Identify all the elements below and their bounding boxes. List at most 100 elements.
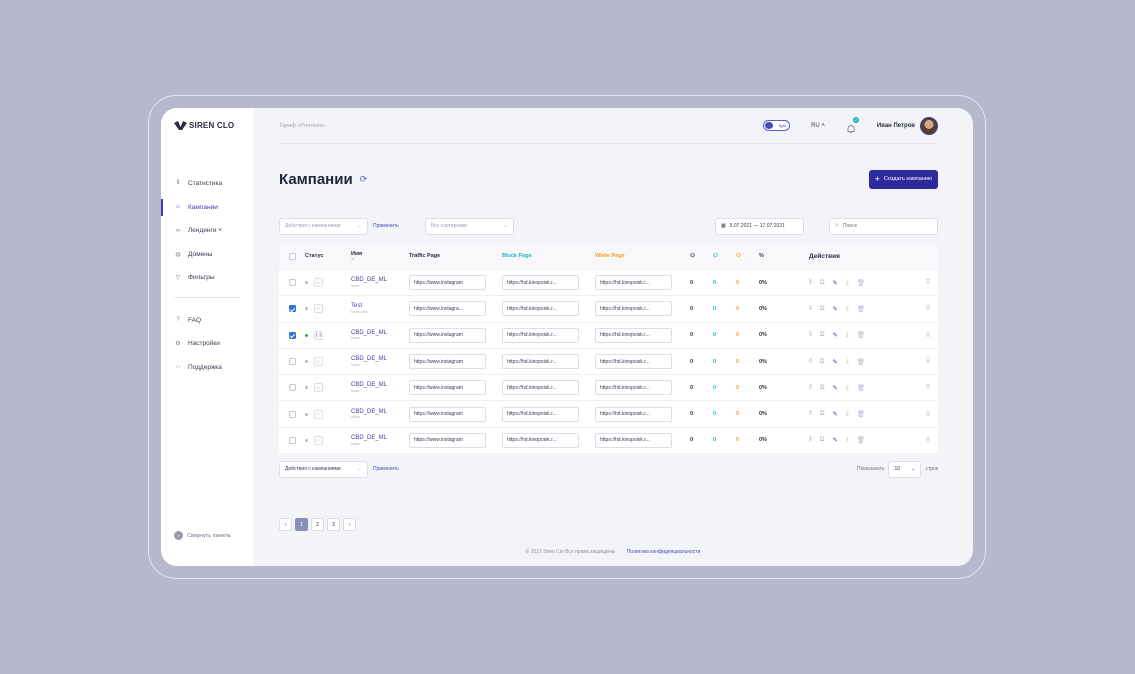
white-page-field[interactable]: https://hd.kinopoisk.r...: [595, 327, 672, 343]
sidebar-item-support[interactable]: ∩ Поддержка: [161, 356, 253, 380]
bulk-actions-select[interactable]: Действия с кампаниями ⌄: [279, 217, 368, 235]
traffic-page-field[interactable]: https://www.instagram: [409, 275, 486, 291]
campaign-name[interactable]: CBD_DE_ML: [351, 277, 388, 284]
row-checkbox[interactable]: [288, 305, 296, 313]
sidebar-item-settings[interactable]: ⚙ Настройки: [161, 332, 253, 356]
create-campaign-button[interactable]: + Создать кампанию: [868, 169, 938, 189]
white-page-field[interactable]: https://hd.kinopoisk.r...: [595, 354, 672, 370]
row-checkbox[interactable]: [288, 384, 296, 392]
white-page-field[interactable]: https://hd.kinopoisk.r...: [595, 406, 672, 422]
trash-icon[interactable]: 🗑︎: [856, 384, 865, 392]
header-status[interactable]: Статус: [305, 253, 324, 259]
trash-icon[interactable]: 🗑︎: [856, 279, 865, 287]
edit-icon[interactable]: ✎: [832, 279, 838, 287]
block-page-field[interactable]: https://hd.kinopoisk.r...: [502, 301, 579, 317]
copy-icon[interactable]: ⧉: [819, 357, 825, 365]
table-row[interactable]: ❚❚ CBD_DE_ML insta https://www.instagram htt…: [279, 321, 938, 348]
download-icon[interactable]: ⤓: [845, 410, 849, 418]
download-icon[interactable]: ⤓: [845, 357, 849, 365]
block-page-field[interactable]: https://hd.kinopoisk.r...: [502, 432, 579, 448]
drag-handle-icon[interactable]: ⠿: [925, 332, 931, 339]
download-icon[interactable]: ⤓: [845, 278, 849, 286]
stats-icon[interactable]: ⫴: [809, 410, 812, 418]
white-page-field[interactable]: https://hd.kinopoisk.r...: [595, 380, 672, 396]
privacy-policy-link[interactable]: Политика конфиденциальности: [626, 549, 701, 555]
table-row[interactable]: ▷ Test kinopoisk https://www.instagra... htt…: [279, 295, 938, 321]
notifications-button[interactable]: 2: [846, 116, 859, 133]
theme-toggle[interactable]: light: [763, 120, 791, 131]
traffic-page-field[interactable]: https://www.instagram: [409, 327, 486, 343]
copy-icon[interactable]: ⧉: [819, 383, 825, 391]
search-input[interactable]: [842, 223, 923, 229]
page-button-1[interactable]: 1: [295, 518, 308, 531]
next-page-button[interactable]: ›: [343, 518, 356, 531]
table-row[interactable]: ▷ CBD_DE_ML insta https://www.instagram http…: [279, 426, 938, 453]
sidebar-item-landings[interactable]: ∞ Лендинги ˅: [161, 219, 253, 243]
row-checkbox[interactable]: [288, 331, 296, 339]
table-row[interactable]: ▷ CBD_DE_ML insta https://www.instagram http…: [279, 347, 938, 374]
copy-icon[interactable]: ⧉: [819, 436, 825, 444]
select-all-checkbox[interactable]: [288, 252, 296, 260]
block-page-field[interactable]: https://hd.kinopoisk.r...: [502, 327, 579, 343]
avatar[interactable]: [920, 116, 938, 135]
prev-page-button[interactable]: ‹: [279, 518, 292, 531]
edit-icon[interactable]: ✎: [832, 305, 838, 313]
block-page-field[interactable]: https://hd.kinopoisk.r...: [502, 354, 579, 370]
row-checkbox[interactable]: [288, 410, 296, 418]
collapse-panel-button[interactable]: ‹ Свернуть панель: [174, 531, 231, 540]
copy-icon[interactable]: ⧉: [819, 304, 825, 312]
campaign-name[interactable]: CBD_DE_ML: [351, 382, 388, 389]
drag-handle-icon[interactable]: ⠿: [925, 359, 931, 366]
stats-icon[interactable]: ⫴: [809, 304, 812, 312]
stats-icon[interactable]: ⫴: [809, 278, 812, 286]
copy-icon[interactable]: ⧉: [819, 331, 825, 339]
white-page-field[interactable]: https://hd.kinopoisk.r...: [595, 432, 672, 448]
copy-icon[interactable]: ⧉: [819, 278, 825, 286]
traffic-page-field[interactable]: https://www.instagram: [409, 432, 486, 448]
trash-icon[interactable]: 🗑︎: [856, 437, 865, 445]
drag-handle-icon[interactable]: ⠿: [925, 306, 931, 313]
drag-handle-icon[interactable]: ⠿: [925, 280, 931, 287]
traffic-page-field[interactable]: https://www.instagram: [409, 406, 486, 422]
drag-handle-icon[interactable]: ⠿: [925, 437, 931, 444]
pause-icon[interactable]: ❚❚: [314, 330, 323, 340]
per-page-select[interactable]: 10 ⌄: [888, 460, 922, 478]
stats-icon[interactable]: ⫴: [809, 357, 812, 365]
stats-icon[interactable]: ⫴: [809, 436, 812, 444]
row-checkbox[interactable]: [288, 436, 296, 444]
sidebar-item-faq[interactable]: ? FAQ: [161, 309, 253, 333]
drag-handle-icon[interactable]: ⠿: [925, 411, 931, 418]
date-range-picker[interactable]: ▦ 5.07.2021 — 17.07.2021: [715, 217, 804, 235]
play-icon[interactable]: ▷: [314, 383, 323, 393]
campaign-name[interactable]: CBD_DE_ML: [351, 329, 388, 336]
play-icon[interactable]: ▷: [314, 357, 323, 367]
edit-icon[interactable]: ✎: [832, 332, 838, 340]
user-name[interactable]: Иван Петров: [876, 122, 915, 129]
sidebar-item-filters[interactable]: ▽ Фильтры: [161, 266, 253, 290]
apply-button-bottom[interactable]: Применить: [373, 466, 399, 472]
table-row[interactable]: ▷ CBD_DE_ML insta https://www.instagram http…: [279, 269, 938, 295]
edit-icon[interactable]: ✎: [832, 384, 838, 392]
traffic-page-field[interactable]: https://www.instagra...: [409, 301, 486, 317]
stats-icon[interactable]: ⫴: [809, 331, 812, 339]
table-row[interactable]: ▷ CBD_DE_ML insta https://www.instagram http…: [279, 374, 938, 400]
sort-select[interactable]: Без сортировки ⌄: [424, 217, 514, 235]
download-icon[interactable]: ⤓: [845, 383, 849, 391]
sidebar-item-statistics[interactable]: ⫴ Статистика: [161, 172, 253, 196]
campaign-name[interactable]: CBD_DE_ML: [351, 408, 388, 415]
edit-icon[interactable]: ✎: [832, 437, 838, 445]
sidebar-item-campaigns[interactable]: ⌂ Кампании: [161, 196, 253, 220]
block-page-field[interactable]: https://hd.kinopoisk.r...: [502, 275, 579, 291]
edit-icon[interactable]: ✎: [832, 358, 838, 366]
apply-button[interactable]: Применить: [373, 223, 399, 229]
block-page-field[interactable]: https://hd.kinopoisk.r...: [502, 380, 579, 396]
play-icon[interactable]: ▷: [314, 304, 323, 314]
language-selector[interactable]: RU ˄: [811, 122, 825, 129]
header-percent[interactable]: %: [759, 253, 764, 259]
campaign-name[interactable]: CBD_DE_ML: [351, 434, 388, 441]
sidebar-item-domains[interactable]: ◍ Домены: [161, 243, 253, 267]
page-button-3[interactable]: 3: [327, 518, 340, 531]
bulk-actions-select-bottom[interactable]: Действия с кампаниями ⌄: [279, 460, 368, 478]
edit-icon[interactable]: ✎: [832, 411, 838, 419]
campaign-name[interactable]: CBD_DE_ML: [351, 356, 388, 363]
